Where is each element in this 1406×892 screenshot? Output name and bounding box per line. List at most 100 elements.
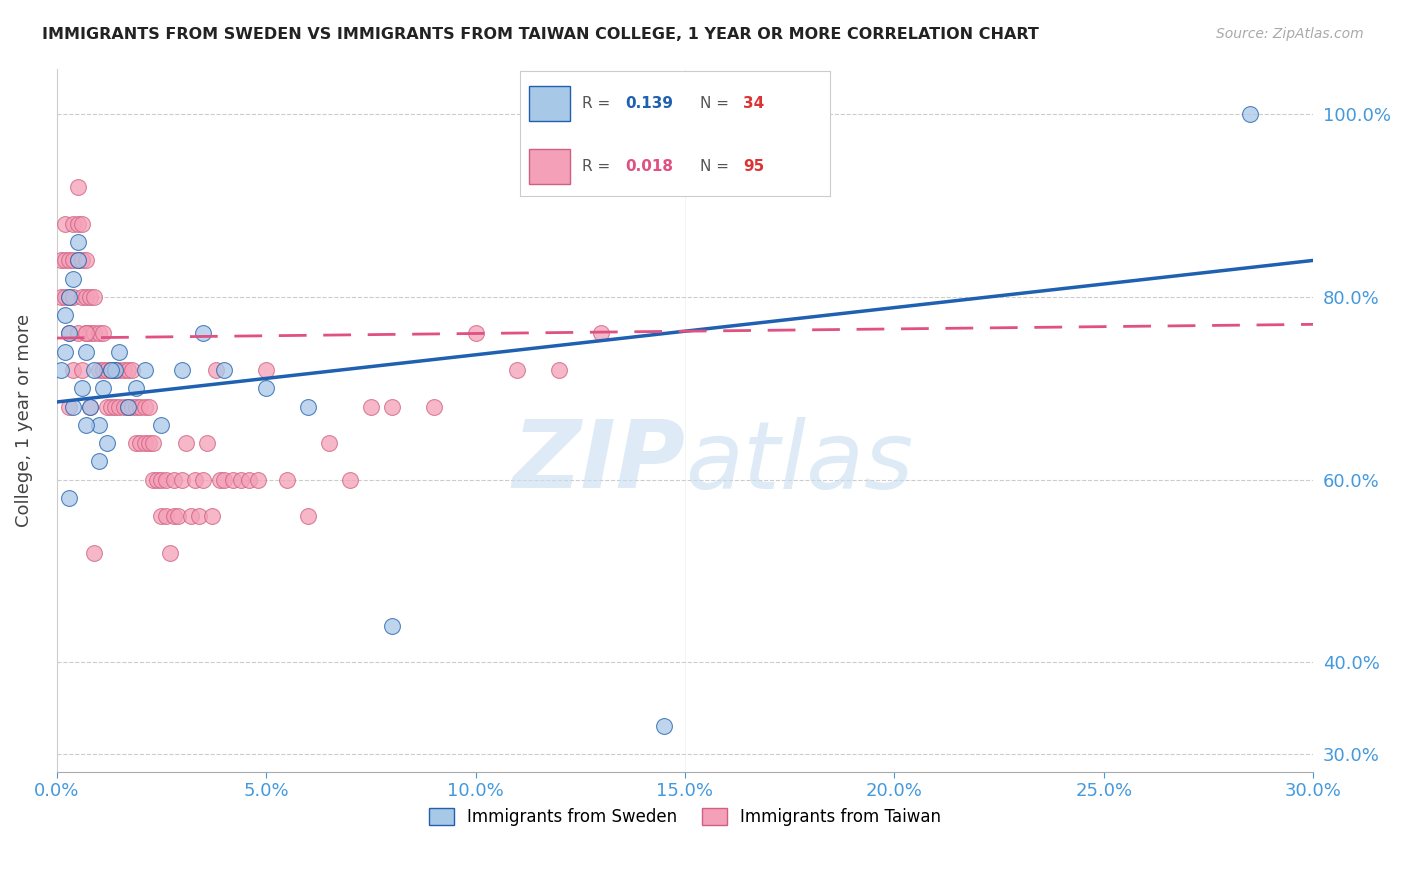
- Point: [70, 217, 93, 231]
- Point: [49, 363, 72, 377]
- Point: [163, 509, 186, 524]
- Point: [62, 400, 84, 414]
- Text: atlas: atlas: [685, 417, 912, 508]
- Point: [100, 363, 122, 377]
- Point: [204, 363, 226, 377]
- Point: [58, 491, 80, 505]
- Point: [70, 381, 93, 395]
- Text: 95: 95: [742, 159, 765, 174]
- Point: [58, 290, 80, 304]
- Point: [208, 473, 231, 487]
- Point: [221, 473, 243, 487]
- Point: [58, 326, 80, 341]
- Point: [121, 363, 143, 377]
- Point: [104, 363, 127, 377]
- Point: [53, 344, 76, 359]
- Point: [254, 363, 277, 377]
- Point: [134, 400, 156, 414]
- Point: [96, 400, 118, 414]
- Point: [75, 253, 97, 268]
- Point: [62, 290, 84, 304]
- Point: [117, 363, 139, 377]
- Point: [87, 326, 110, 341]
- Point: [422, 400, 444, 414]
- Point: [58, 326, 80, 341]
- Point: [108, 344, 131, 359]
- Point: [142, 436, 165, 450]
- Point: [117, 400, 139, 414]
- Point: [297, 400, 319, 414]
- Point: [83, 290, 105, 304]
- Point: [58, 253, 80, 268]
- Point: [212, 473, 235, 487]
- Text: IMMIGRANTS FROM SWEDEN VS IMMIGRANTS FROM TAIWAN COLLEGE, 1 YEAR OR MORE CORRELA: IMMIGRANTS FROM SWEDEN VS IMMIGRANTS FRO…: [42, 27, 1039, 42]
- Point: [96, 436, 118, 450]
- Bar: [530, 149, 569, 184]
- Point: [96, 363, 118, 377]
- Point: [652, 719, 675, 733]
- Point: [79, 326, 101, 341]
- Point: [591, 326, 613, 341]
- Point: [297, 509, 319, 524]
- Point: [58, 290, 80, 304]
- Point: [229, 473, 252, 487]
- Point: [176, 436, 198, 450]
- Point: [381, 619, 404, 633]
- Point: [193, 473, 215, 487]
- Point: [62, 363, 84, 377]
- Point: [75, 290, 97, 304]
- Point: [70, 253, 93, 268]
- Point: [142, 473, 165, 487]
- Point: [200, 509, 222, 524]
- Point: [108, 400, 131, 414]
- Bar: [530, 87, 569, 121]
- Point: [117, 400, 139, 414]
- Point: [138, 400, 160, 414]
- Text: N =: N =: [700, 159, 734, 174]
- Point: [121, 400, 143, 414]
- Text: 0.139: 0.139: [626, 96, 673, 112]
- Point: [112, 400, 135, 414]
- Point: [66, 253, 89, 268]
- Point: [184, 473, 207, 487]
- Text: Source: ZipAtlas.com: Source: ZipAtlas.com: [1216, 27, 1364, 41]
- Point: [87, 454, 110, 468]
- Point: [318, 436, 340, 450]
- Point: [91, 363, 114, 377]
- Point: [83, 326, 105, 341]
- Point: [79, 400, 101, 414]
- Point: [66, 235, 89, 249]
- Point: [83, 546, 105, 560]
- Point: [75, 326, 97, 341]
- Point: [150, 417, 173, 432]
- Text: R =: R =: [582, 159, 616, 174]
- Point: [129, 436, 152, 450]
- Point: [100, 363, 122, 377]
- Point: [246, 473, 269, 487]
- Point: [70, 290, 93, 304]
- Point: [172, 473, 194, 487]
- Point: [66, 326, 89, 341]
- Point: [548, 363, 571, 377]
- Point: [108, 363, 131, 377]
- Point: [381, 400, 404, 414]
- Point: [66, 217, 89, 231]
- Point: [150, 473, 173, 487]
- Point: [188, 509, 211, 524]
- Point: [91, 326, 114, 341]
- Point: [66, 253, 89, 268]
- Point: [49, 253, 72, 268]
- Point: [159, 546, 181, 560]
- Point: [238, 473, 260, 487]
- Point: [129, 400, 152, 414]
- Point: [53, 290, 76, 304]
- Point: [339, 473, 361, 487]
- Point: [70, 363, 93, 377]
- Point: [53, 308, 76, 322]
- Point: [62, 253, 84, 268]
- Point: [75, 344, 97, 359]
- Point: [1239, 107, 1261, 121]
- Point: [125, 436, 148, 450]
- Point: [87, 417, 110, 432]
- Point: [360, 400, 382, 414]
